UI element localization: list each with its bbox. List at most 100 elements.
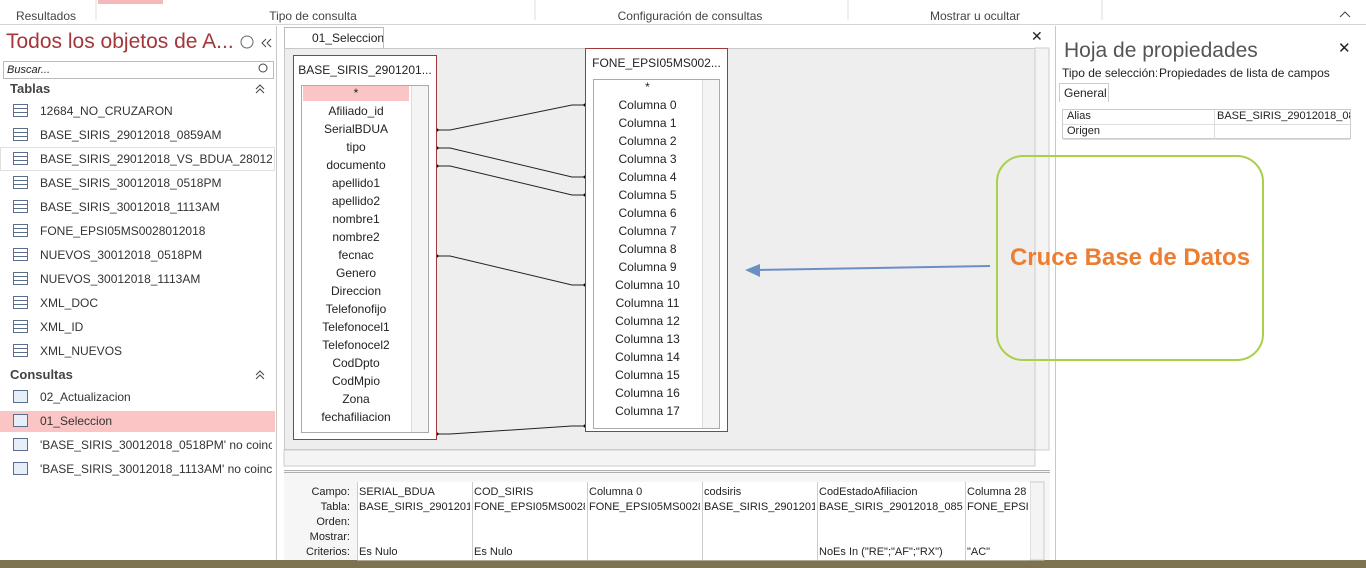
nav-item[interactable]: 12684_NO_CRUZARON: [40, 104, 173, 118]
nav-item[interactable]: BASE_SIRIS_29012018_VS_BDUA_28012018: [40, 152, 272, 166]
grid-cell[interactable]: BASE_SIRIS_29012018: [704, 501, 815, 513]
field[interactable]: Columna 7: [618, 224, 677, 238]
doc-tab[interactable]: 01_Seleccion: [284, 27, 384, 48]
grid-cell[interactable]: CodEstadoAfiliacion: [819, 486, 918, 498]
field[interactable]: Columna 13: [615, 332, 680, 346]
grid-cell[interactable]: BASE_SIRIS_29012018: [359, 501, 470, 513]
field[interactable]: documento: [326, 158, 386, 172]
nav-item[interactable]: 02_Actualizacion: [40, 390, 131, 404]
field[interactable]: Columna 0: [618, 98, 677, 112]
close-props[interactable]: ✕: [1338, 40, 1351, 57]
field[interactable]: Genero: [335, 266, 377, 280]
grid-column[interactable]: [472, 482, 587, 560]
field[interactable]: apellido2: [331, 194, 381, 208]
field[interactable]: Columna 8: [618, 242, 677, 256]
grid-cell[interactable]: "AC": [967, 546, 991, 558]
field[interactable]: Columna 14: [615, 350, 680, 364]
field[interactable]: *: [645, 80, 650, 94]
field[interactable]: tipo: [346, 140, 366, 154]
nav-item[interactable]: BASE_SIRIS_30012018_1113AM: [40, 200, 220, 214]
field[interactable]: Columna 11: [615, 296, 680, 310]
grid-cell[interactable]: BASE_SIRIS_29012018_0859A: [819, 501, 963, 513]
field[interactable]: Zona: [342, 392, 370, 406]
nav-item[interactable]: BASE_SIRIS_30012018_0518PM: [40, 176, 222, 190]
ribbon-group-label[interactable]: Mostrar u ocultar: [929, 9, 1021, 23]
field[interactable]: nombre1: [332, 212, 380, 226]
field[interactable]: Telefonocel2: [322, 338, 390, 352]
grid-cell[interactable]: COD_SIRIS: [474, 486, 534, 498]
section-header[interactable]: Consultas: [10, 367, 73, 382]
table-icon: [13, 104, 28, 117]
grid-cell[interactable]: FONE_EPSI05MS00280: [589, 501, 700, 513]
field[interactable]: Columna 17: [615, 404, 680, 418]
section-header[interactable]: Tablas: [10, 81, 51, 96]
property-value[interactable]: [1215, 125, 1350, 140]
grid-column[interactable]: [357, 482, 472, 560]
field[interactable]: Columna 4: [618, 170, 677, 184]
property-tab[interactable]: General: [1059, 83, 1109, 102]
field[interactable]: apellido1: [331, 176, 381, 190]
nav-item[interactable]: 01_Seleccion: [40, 414, 113, 428]
field[interactable]: *: [353, 86, 359, 100]
grid-cell[interactable]: Columna 0: [589, 486, 643, 498]
grid-cell[interactable]: NoEs In ("RE";"AF";"RX"): [819, 546, 943, 558]
field[interactable]: Telefonocel1: [322, 320, 390, 334]
field[interactable]: Direccion: [330, 284, 381, 298]
selected-row: [0, 411, 275, 432]
table-icon: [13, 344, 28, 357]
nav-item[interactable]: XML_DOC: [40, 296, 99, 310]
grid-row-label: Criterios:: [305, 546, 350, 558]
grid-cell[interactable]: codsiris: [704, 486, 742, 498]
field[interactable]: Columna 9: [618, 260, 677, 274]
field[interactable]: Columna 10: [615, 278, 680, 292]
grid-cell[interactable]: SERIAL_BDUA: [359, 486, 435, 498]
property-value[interactable]: BASE_SIRIS_29012018_085: [1215, 110, 1350, 125]
field[interactable]: fecnac: [338, 248, 374, 262]
ribbon-group-label[interactable]: Tipo de consulta: [269, 9, 357, 23]
nav-item[interactable]: NUEVOS_30012018_0518PM: [40, 248, 203, 262]
nav-item[interactable]: NUEVOS_30012018_1113AM: [40, 272, 201, 286]
grid-row-label: Mostrar:: [309, 531, 350, 543]
field[interactable]: Columna 2: [618, 134, 677, 148]
grid-column[interactable]: [817, 482, 965, 560]
field[interactable]: Columna 3: [618, 152, 677, 166]
field[interactable]: SerialBDUA: [323, 122, 389, 136]
search-box[interactable]: Buscar...: [3, 61, 274, 79]
field[interactable]: Columna 12: [615, 314, 680, 328]
table-icon: [13, 248, 28, 261]
field[interactable]: Columna 1: [618, 116, 677, 130]
grid-column[interactable]: [587, 482, 702, 560]
grid-cell[interactable]: FONE_EPSI05MS00280: [474, 501, 585, 513]
field[interactable]: nombre2: [332, 230, 380, 244]
field[interactable]: Columna 15: [615, 368, 680, 382]
field[interactable]: Columna 5: [618, 188, 677, 202]
grid-cell[interactable]: Es Nulo: [359, 546, 398, 558]
nav-title[interactable]: Todos los objetos de A...: [6, 30, 234, 53]
field[interactable]: Telefonofijo: [325, 302, 387, 316]
table-icon: [13, 128, 28, 141]
grid-column[interactable]: [702, 482, 817, 560]
grid-cell[interactable]: FONE_EPSI0: [967, 501, 1028, 513]
field[interactable]: CodDpto: [332, 356, 380, 370]
field[interactable]: fechafiliacion: [321, 410, 391, 424]
nav-item[interactable]: XML_NUEVOS: [40, 344, 123, 358]
grid-column[interactable]: [965, 482, 1030, 560]
ribbon-group-label[interactable]: Resultados: [15, 9, 77, 23]
field[interactable]: CodMpio: [331, 374, 381, 388]
nav-item[interactable]: BASE_SIRIS_29012018_0859AM: [40, 128, 222, 142]
ribbon-group-label[interactable]: Configuración de consultas: [617, 9, 763, 23]
grid-cell[interactable]: Columna 28: [967, 486, 1027, 498]
nav-item[interactable]: 'BASE_SIRIS_30012018_1113AM' no coincid.…: [40, 462, 272, 476]
nav-item[interactable]: FONE_EPSI05MS0028012018: [40, 224, 206, 238]
field[interactable]: Columna 6: [618, 206, 677, 220]
selected-field: [303, 86, 409, 101]
section-collapse: [255, 370, 265, 380]
ribbon-mark: [98, 0, 163, 4]
field[interactable]: Columna 16: [615, 386, 680, 400]
field[interactable]: Afiliado_id: [328, 104, 384, 118]
join-line: [437, 165, 585, 196]
close-doc[interactable]: ✕: [1031, 28, 1043, 44]
nav-item[interactable]: XML_ID: [40, 320, 84, 334]
grid-cell[interactable]: Es Nulo: [474, 546, 513, 558]
nav-item[interactable]: 'BASE_SIRIS_30012018_0518PM' no coincid.…: [40, 438, 272, 452]
